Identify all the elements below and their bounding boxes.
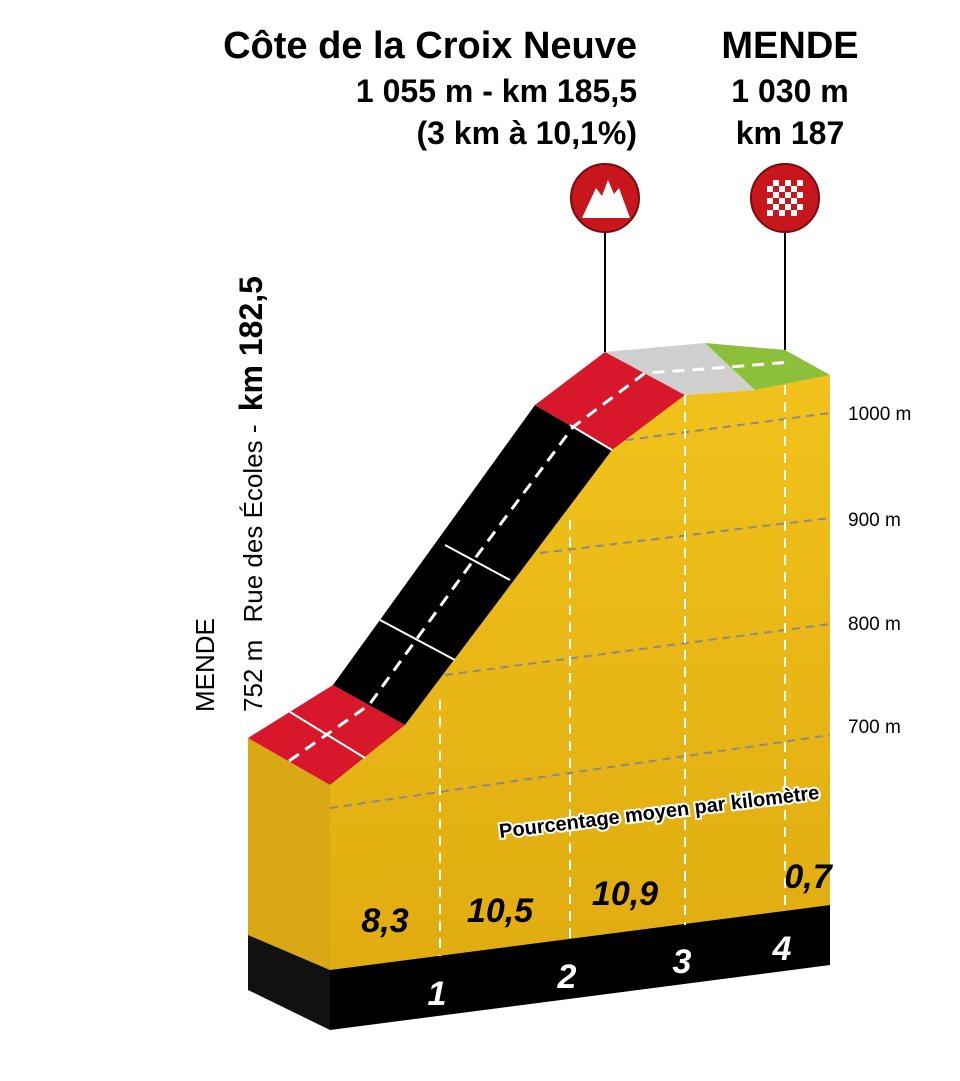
road-black [333, 405, 612, 725]
base-front [330, 905, 830, 1030]
mountain [582, 180, 630, 218]
summit-gradient: (3 km à 10,1%) [416, 115, 637, 151]
segment-gradient: 8,3 [361, 902, 408, 940]
segment-gradient: 0,7 [784, 858, 833, 896]
axis-label: 1000 m [848, 404, 911, 425]
road-centerline [288, 360, 791, 763]
segment-gradient: 10,9 [592, 875, 658, 913]
segment-gradient: 10,5 [467, 892, 534, 930]
finish-altitude: 1 030 m [731, 73, 848, 109]
start-name: MENDE [190, 618, 220, 712]
finish-name: MENDE [721, 25, 858, 67]
summit-name: Côte de la Croix Neuve [223, 25, 637, 67]
km-dividers [439, 385, 786, 956]
side-face [248, 738, 330, 970]
start-altitude: 752 m [238, 640, 268, 712]
start-km: km 182,5 [233, 276, 269, 411]
base-side [248, 935, 330, 1030]
road-segment-lines [289, 424, 613, 759]
axis-label: 700 m [848, 717, 901, 738]
summit-detail: 1 055 m - km 185,5 [356, 73, 637, 109]
profile-face [330, 375, 830, 970]
axis-label: 800 m [848, 614, 901, 635]
km-marker: 1 [428, 975, 447, 1013]
km-marker: 3 [673, 943, 692, 981]
road-green [705, 343, 830, 390]
finish-km: km 187 [736, 115, 845, 151]
start-street: Rue des Écoles - [238, 425, 268, 623]
checkered-flag [767, 180, 803, 216]
road-grey [605, 343, 755, 395]
km-marker: 4 [772, 930, 792, 968]
start-label: 752 m Rue des Écoles - km 182,5 [233, 276, 269, 712]
km-marker: 2 [557, 958, 577, 996]
axis-label: 900 m [848, 510, 901, 531]
